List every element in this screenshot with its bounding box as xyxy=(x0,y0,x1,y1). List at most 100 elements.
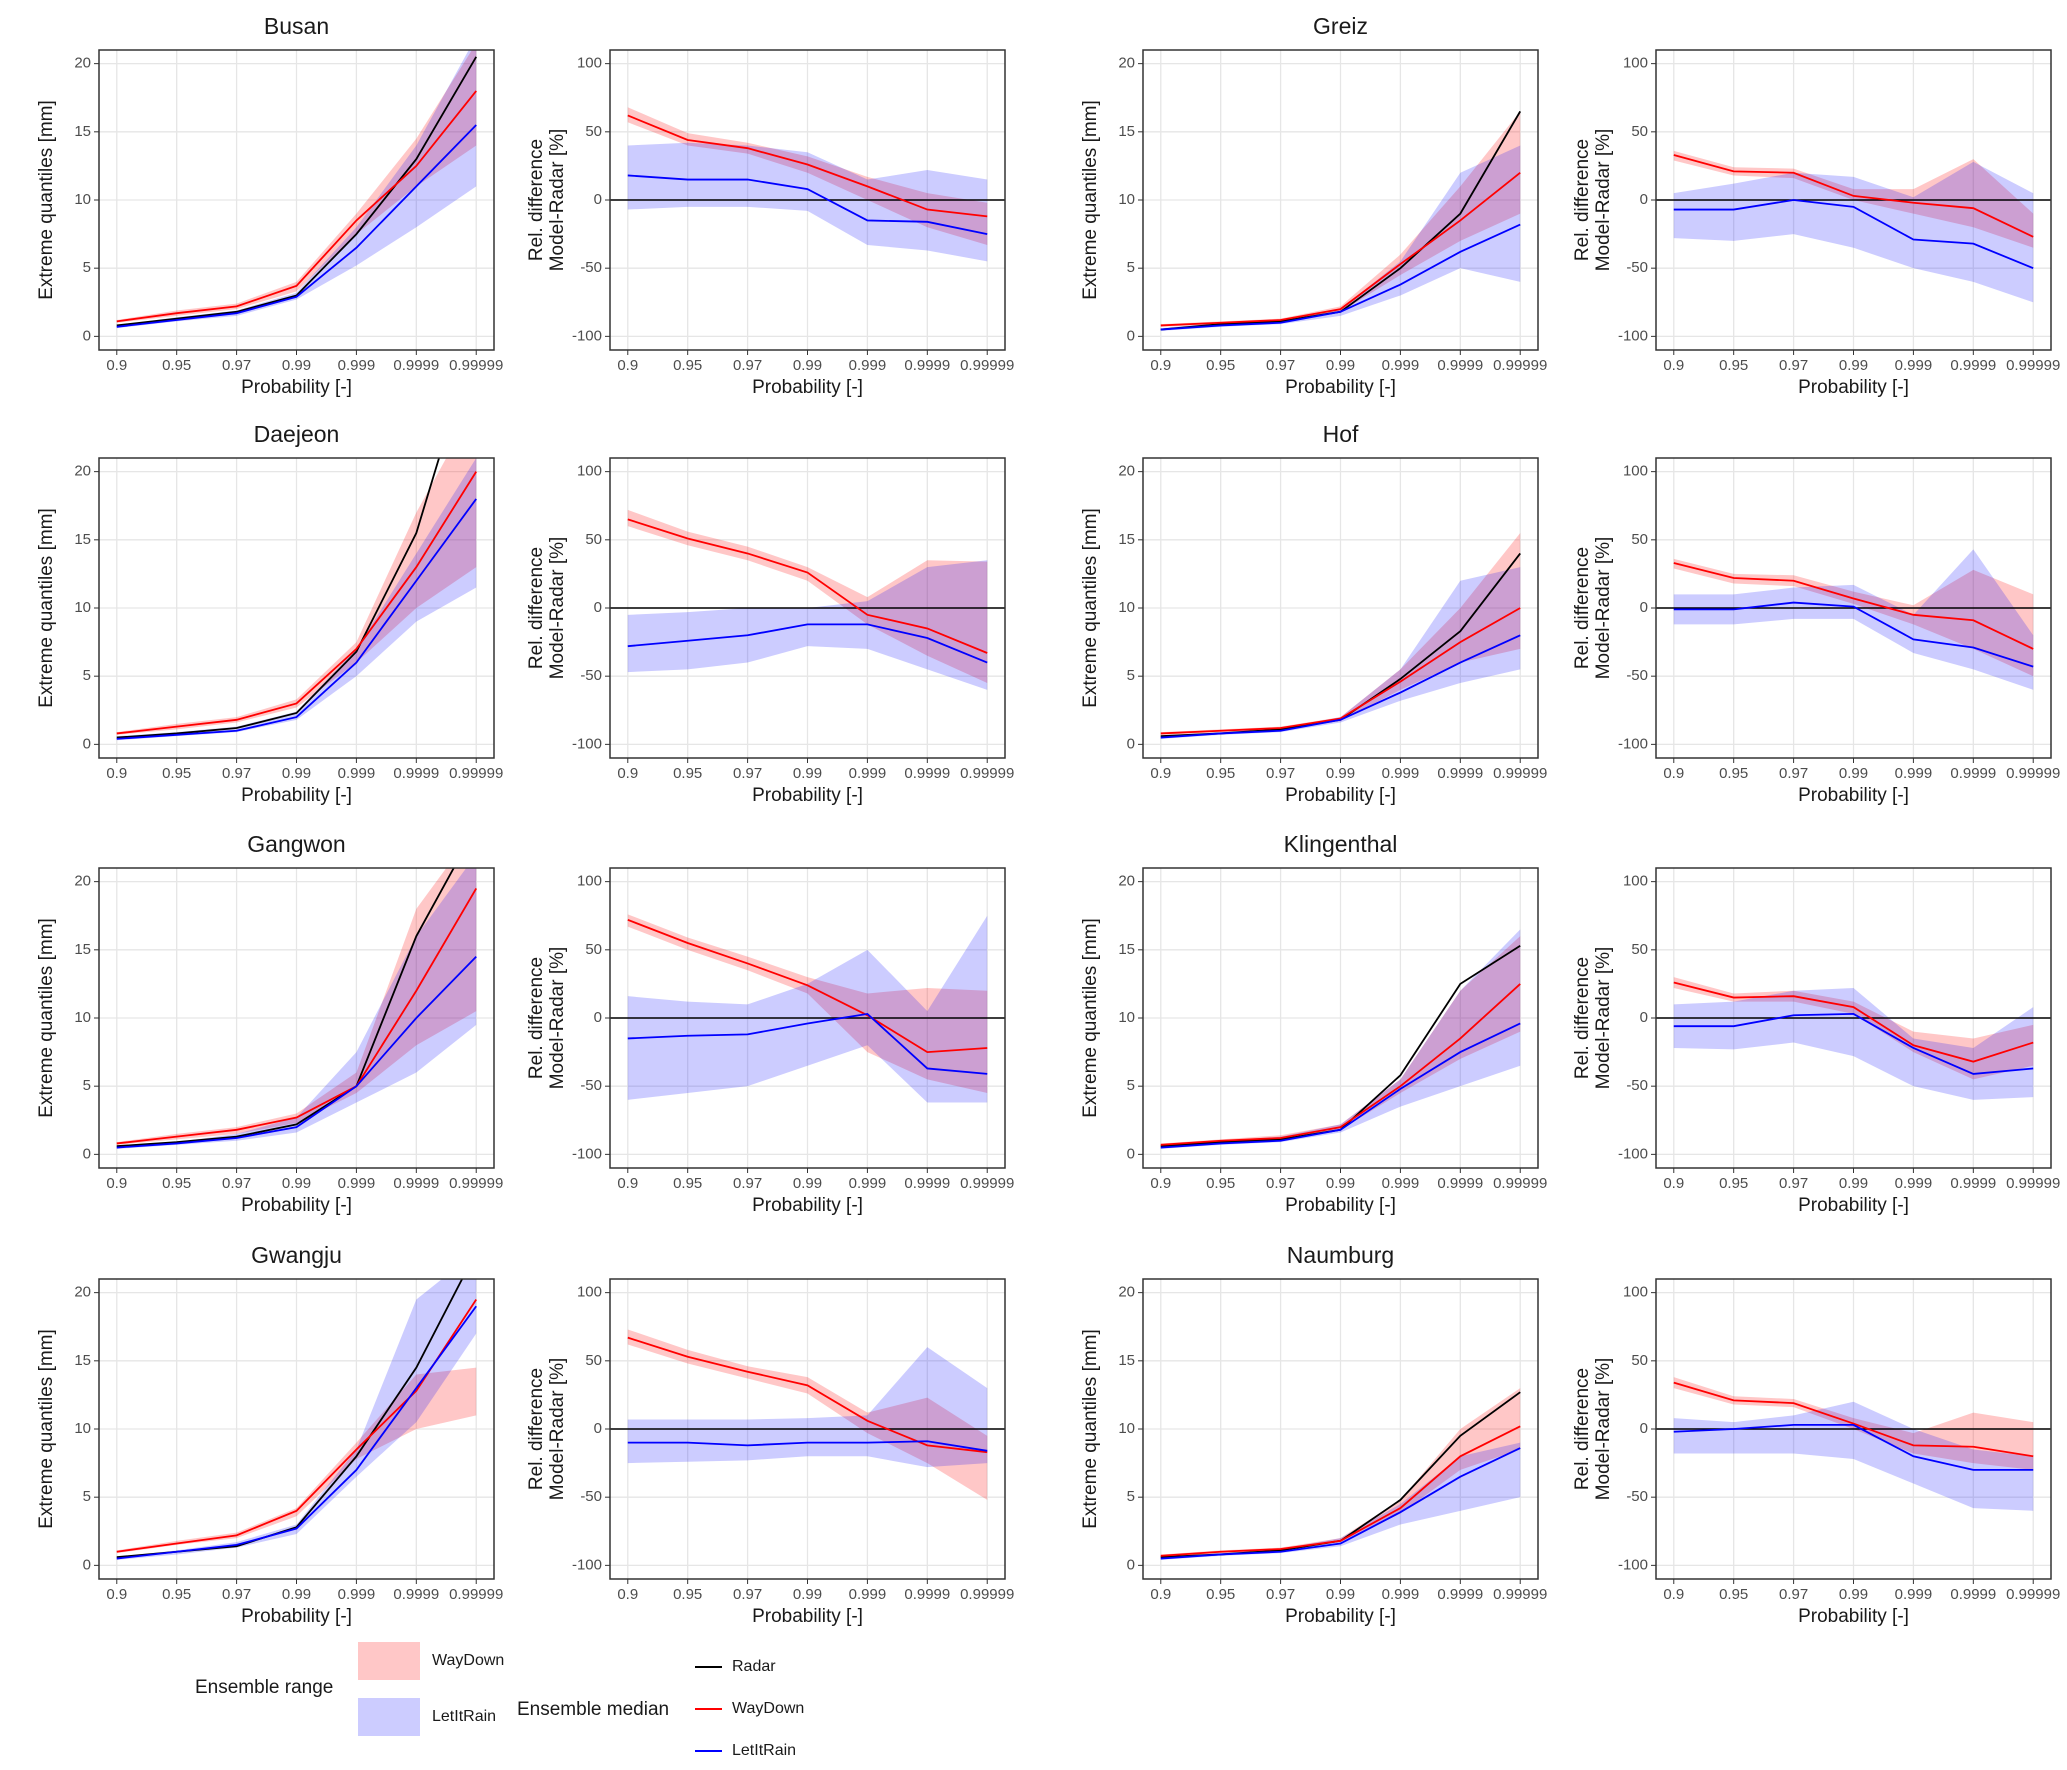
y-axis-label: Extreme quantiles [mm] xyxy=(1080,100,1101,300)
x-tick-label: 0.97 xyxy=(1779,1175,1808,1192)
y-tick-label: -50 xyxy=(580,259,602,276)
x-tick-label: 0.999 xyxy=(338,1175,376,1192)
x-tick-label: 0.999 xyxy=(1382,1586,1420,1603)
x-tick-label: 0.97 xyxy=(222,1586,251,1603)
median-line xyxy=(1160,1022,1521,1149)
x-tick-label: 0.9999 xyxy=(904,765,950,782)
y-tick-label: 20 xyxy=(1118,1284,1135,1301)
panel: -100 -50 0 50 100 0.9 0.95 0.97 0.99 0.999 0.9999 0… xyxy=(526,49,1014,398)
panel: -100 -50 0 50 100 0.9 0.95 0.97 0.99 0.999 0.9999 0… xyxy=(1572,49,2060,398)
range-band xyxy=(1160,567,1521,739)
y-tick-label: 20 xyxy=(74,463,91,480)
median-line xyxy=(627,1012,988,1075)
x-tick-label: 0.999 xyxy=(1382,357,1420,374)
x-tick-label: 0.99 xyxy=(793,765,822,782)
x-tick-label: 0.9 xyxy=(1150,357,1171,374)
x-tick-label: 0.99999 xyxy=(449,1586,503,1603)
range-band xyxy=(116,458,477,741)
y-tick-label: 50 xyxy=(1631,531,1648,548)
x-tick-label: 0.97 xyxy=(222,1175,251,1192)
chart-title: Klingenthal xyxy=(1284,831,1398,857)
y-tick-label: 100 xyxy=(1623,55,1648,72)
median-line xyxy=(116,1305,477,1560)
y-tick-label: -50 xyxy=(1626,259,1648,276)
y-tick-label: 10 xyxy=(1118,1009,1135,1026)
y-tick-label: 0 xyxy=(1127,1556,1135,1573)
y-tick-label: 5 xyxy=(83,1077,91,1094)
plot-content xyxy=(1160,929,1521,1149)
y-tick-label: 10 xyxy=(1118,1420,1135,1437)
range-band xyxy=(116,868,477,1145)
legend-label: WayDown xyxy=(732,1700,804,1717)
y-axis-label: Model-Radar [%] xyxy=(547,129,568,272)
y-tick-label: 100 xyxy=(1623,873,1648,890)
y-axis-label: Rel. difference xyxy=(1572,957,1593,1079)
x-tick-label: 0.9999 xyxy=(393,1175,439,1192)
legend: WayDown LetItRain Radar WayDown LetItRain xyxy=(358,1642,804,1759)
x-tick-label: 0.95 xyxy=(1206,765,1235,782)
x-tick-label: 0.9 xyxy=(617,765,638,782)
x-tick-label: 0.9 xyxy=(1663,1586,1684,1603)
median-line xyxy=(116,1298,477,1553)
median-line xyxy=(1160,223,1521,331)
range-band xyxy=(116,50,477,323)
y-tick-label: 50 xyxy=(585,1352,602,1369)
x-tick-label: 0.9999 xyxy=(1950,765,1996,782)
range-band xyxy=(1673,549,2034,690)
y-tick-label: 0 xyxy=(83,735,91,752)
panel: -100 -50 0 50 100 0.9 0.95 0.97 0.99 0.999 0.9999 0… xyxy=(526,867,1014,1216)
y-tick-label: -50 xyxy=(1626,1077,1648,1094)
x-tick-label: 0.9 xyxy=(1150,1175,1171,1192)
plot-content xyxy=(116,458,477,741)
panel: -100 -50 0 50 100 0.9 0.95 0.97 0.99 0.999 0.9999 0… xyxy=(526,457,1014,806)
plot-content xyxy=(1656,977,2051,1100)
y-tick-label: -100 xyxy=(1618,1556,1648,1573)
y-tick-label: -100 xyxy=(1618,735,1648,752)
median-line xyxy=(116,56,478,327)
x-tick-label: 0.9999 xyxy=(1950,1175,1996,1192)
legend-title: Ensemble range xyxy=(195,1677,333,1698)
x-tick-label: 0.99 xyxy=(1839,765,1868,782)
x-tick-label: 0.99 xyxy=(1839,1175,1868,1192)
y-tick-label: 20 xyxy=(74,873,91,890)
y-tick-label: 5 xyxy=(83,667,91,684)
y-tick-label: 20 xyxy=(74,55,91,72)
median-line xyxy=(1673,199,2034,270)
y-tick-label: 20 xyxy=(74,1284,91,1301)
x-tick-label: 0.99999 xyxy=(449,1175,503,1192)
x-tick-label: 0.99 xyxy=(1326,1586,1355,1603)
legend-label: LetItRain xyxy=(732,1742,796,1759)
x-tick-label: 0.99 xyxy=(1839,357,1868,374)
x-axis-label: Probability [-] xyxy=(1285,1606,1396,1627)
legend-label: Radar xyxy=(732,1658,776,1675)
x-tick-label: 0.9999 xyxy=(904,1586,950,1603)
y-axis-label: Rel. difference xyxy=(1572,139,1593,261)
range-band xyxy=(1160,1388,1521,1558)
x-tick-label: 0.95 xyxy=(673,765,702,782)
y-tick-label: 10 xyxy=(1118,599,1135,616)
y-tick-label: 10 xyxy=(74,1009,91,1026)
y-tick-label: 50 xyxy=(585,123,602,140)
x-tick-label: 0.9 xyxy=(617,1586,638,1603)
x-tick-label: 0.9999 xyxy=(393,357,439,374)
x-tick-label: 0.9999 xyxy=(904,357,950,374)
range-band xyxy=(116,50,477,329)
median-line xyxy=(627,114,988,218)
y-tick-label: -50 xyxy=(1626,667,1648,684)
x-tick-label: 0.95 xyxy=(1719,1586,1748,1603)
y-tick-label: -100 xyxy=(572,1556,602,1573)
range-band xyxy=(627,915,988,1103)
x-axis-label: Probability [-] xyxy=(1798,377,1909,398)
y-axis-label: Extreme quantiles [mm] xyxy=(36,100,57,300)
plot-content xyxy=(610,1329,1005,1500)
x-axis-label: Probability [-] xyxy=(241,377,352,398)
y-tick-label: 10 xyxy=(74,1420,91,1437)
y-tick-label: 20 xyxy=(1118,873,1135,890)
legend-swatch xyxy=(358,1698,420,1736)
range-band xyxy=(1160,936,1521,1147)
x-tick-label: 0.9 xyxy=(617,1175,638,1192)
y-axis-label: Model-Radar [%] xyxy=(1593,537,1614,680)
plot-content xyxy=(1656,549,2051,690)
y-axis-label: Extreme quantiles [mm] xyxy=(1080,1329,1101,1529)
